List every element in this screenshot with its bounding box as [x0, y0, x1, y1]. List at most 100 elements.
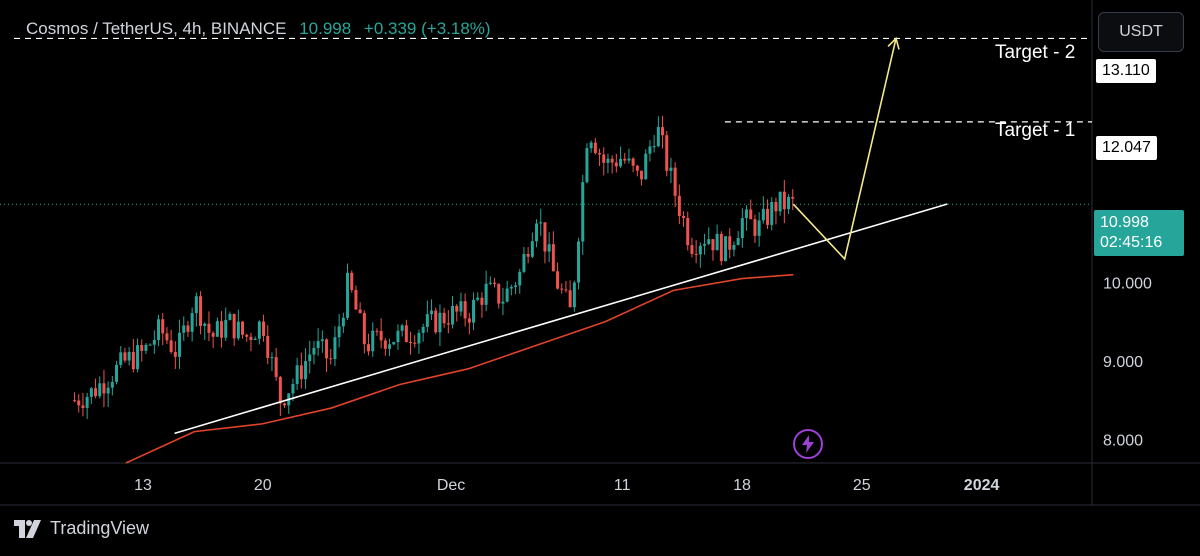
candle-body — [421, 326, 425, 333]
candle-body — [522, 253, 526, 272]
target-2-label: Target - 2 — [995, 42, 1076, 63]
candle-body — [220, 321, 224, 338]
candle-body — [757, 220, 761, 236]
currency-button[interactable]: USDT — [1098, 12, 1184, 52]
candle-body — [392, 342, 396, 345]
candle-body — [467, 318, 471, 323]
candle-body — [518, 271, 522, 286]
target-1-label: Target - 1 — [995, 120, 1076, 141]
candle-body — [686, 217, 690, 246]
candle-body — [379, 330, 383, 341]
candle-body — [719, 233, 723, 262]
candle-body — [215, 321, 219, 337]
candle-body — [690, 245, 694, 254]
candle-body — [417, 332, 421, 344]
candle-body — [388, 344, 392, 349]
candle-body — [694, 253, 698, 255]
candle-body — [627, 158, 631, 161]
candle-body — [543, 222, 547, 252]
candle-body — [619, 158, 623, 167]
candle-body — [304, 361, 308, 380]
candle-body — [434, 310, 438, 333]
candle-body — [791, 196, 795, 199]
candle-body — [745, 209, 749, 219]
candle-body — [430, 310, 434, 315]
candle-body — [480, 297, 484, 305]
candle-body — [333, 337, 337, 360]
x-tick-label: 13 — [134, 477, 152, 494]
candle-body — [606, 158, 610, 163]
candle-body — [102, 383, 106, 394]
tradingview-logo[interactable]: TradingView — [14, 518, 149, 539]
candle-body — [509, 286, 513, 289]
current-price-value: 10.998 — [1100, 214, 1149, 231]
candle-body — [337, 326, 341, 338]
candle-body — [652, 146, 656, 148]
candle-body — [325, 339, 329, 359]
candle-body — [346, 272, 350, 318]
current-price-tag: 10.998 02:45:16 — [1094, 210, 1184, 256]
candle-body — [774, 202, 778, 212]
candle-body — [211, 332, 215, 337]
target-2-price-tag: 13.110 — [1096, 59, 1156, 83]
candle-body — [173, 351, 177, 357]
candle-body — [329, 358, 333, 360]
candle-body — [266, 335, 270, 358]
candle-body — [409, 342, 413, 344]
candle-body — [270, 357, 274, 359]
candle-body — [341, 317, 345, 327]
candle-body — [698, 245, 702, 255]
candle-body — [232, 313, 236, 339]
candle-body — [81, 405, 85, 408]
candle-body — [396, 330, 400, 343]
candle-body — [131, 351, 135, 370]
candle-body — [665, 135, 669, 171]
candle-body — [316, 341, 320, 348]
candle-body — [178, 332, 182, 357]
candle-body — [740, 218, 744, 238]
candle-body — [278, 376, 282, 404]
candle-body — [610, 158, 614, 163]
candle-body — [152, 339, 156, 345]
candle-body — [442, 312, 446, 324]
candle-body — [199, 296, 203, 326]
candle-body — [144, 344, 148, 351]
candle-body — [413, 342, 417, 344]
candle-body — [677, 195, 681, 217]
header-price: 10.998 — [299, 19, 352, 38]
x-tick-label: 18 — [733, 477, 751, 494]
candle-body — [770, 202, 774, 225]
candle-body — [362, 313, 366, 345]
candle-body — [169, 340, 173, 352]
candle-body — [283, 403, 287, 406]
candle-body — [661, 127, 665, 136]
tradingview-icon — [14, 519, 41, 538]
candle-body — [350, 272, 354, 291]
support-trendline — [174, 203, 948, 435]
candle-body — [656, 127, 660, 147]
projection-arrowhead — [887, 36, 900, 50]
candle-body — [673, 167, 677, 196]
candle-body — [589, 142, 593, 149]
candle-body — [115, 364, 119, 382]
lightning-icon[interactable] — [793, 429, 823, 459]
candle-body — [110, 381, 114, 388]
candle-body — [98, 383, 102, 397]
candle-body — [182, 325, 186, 333]
candle-body — [547, 244, 551, 252]
candle-body — [635, 165, 639, 171]
candle-body — [782, 191, 786, 210]
symbol-header: Cosmos / TetherUS, 4h, BINANCE 10.998 +0… — [26, 19, 491, 39]
candle-body — [711, 239, 715, 251]
candle-body — [119, 352, 123, 365]
candle-body — [446, 323, 450, 325]
candle-body — [228, 313, 232, 320]
candle-body — [488, 282, 492, 284]
candle-body — [320, 339, 324, 342]
candle-body — [73, 400, 77, 402]
candle-body — [761, 208, 765, 221]
candle-body — [602, 154, 606, 163]
candle-body — [753, 219, 757, 236]
